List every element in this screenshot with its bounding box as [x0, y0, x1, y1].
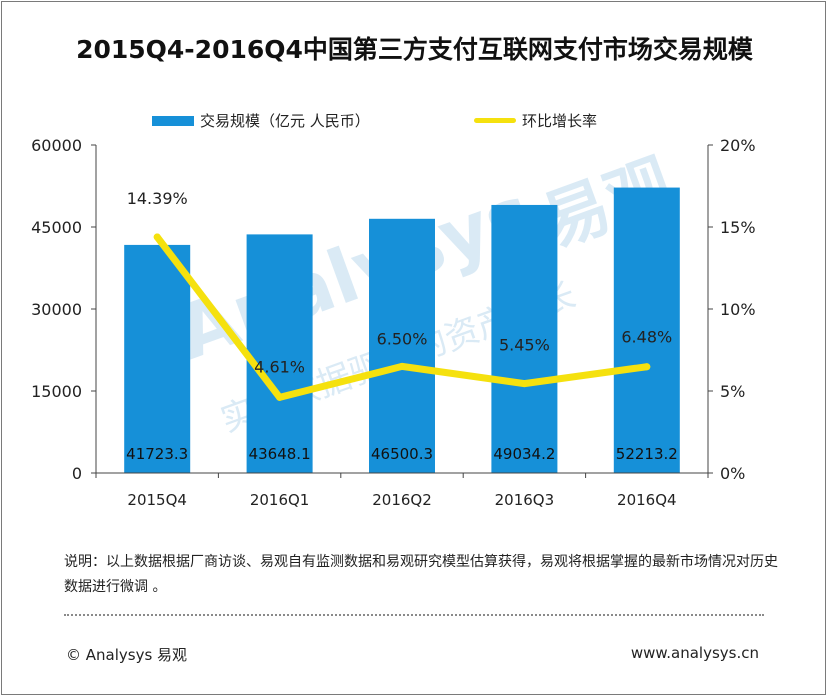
growth-rate-label: 6.50%	[377, 329, 428, 348]
legend-label-line: 环比增长率	[522, 112, 598, 130]
legend-item-bar: 交易规模（亿元 人民币）	[152, 110, 370, 131]
growth-rate-point	[276, 393, 284, 401]
chart-note: 说明：以上数据根据厂商访谈、易观自有监测数据和易观研究模型估算获得，易观将根据掌…	[64, 554, 778, 595]
bar-2016q1	[246, 234, 313, 473]
y-left-tick-label: 0	[72, 464, 82, 483]
y-right-tick-label: 10%	[720, 300, 756, 319]
dotted-divider	[64, 614, 764, 616]
x-tick-label: 2016Q1	[250, 491, 310, 509]
bar-value-label: 49034.2	[493, 445, 555, 463]
chart-legend: 交易规模（亿元 人民币） 环比增长率	[0, 110, 829, 132]
growth-rate-label: 5.45%	[499, 336, 550, 355]
bar-value-label: 43648.1	[249, 445, 311, 463]
bar-2015q4	[124, 244, 191, 473]
y-left-tick-label: 45000	[31, 218, 82, 237]
y-right-tick-label: 15%	[720, 218, 756, 237]
x-tick-label: 2015Q4	[127, 491, 187, 509]
legend-swatch-line	[474, 118, 516, 123]
bar-value-label: 41723.3	[126, 445, 188, 463]
legend-swatch-bar	[152, 115, 194, 126]
growth-rate-label: 14.39%	[127, 189, 188, 208]
x-tick-label: 2016Q4	[617, 491, 677, 509]
growth-rate-point	[153, 233, 161, 241]
footer-website: www.analysys.cn	[630, 644, 759, 662]
y-right-tick-label: 0%	[720, 464, 745, 483]
bar-2016q4	[613, 187, 680, 473]
x-tick-label: 2016Q2	[372, 491, 432, 509]
y-left-tick-label: 60000	[31, 136, 82, 155]
y-right-tick-label: 5%	[720, 382, 745, 401]
growth-rate-label: 4.61%	[254, 357, 305, 376]
y-left-tick-label: 30000	[31, 300, 82, 319]
bar-value-label: 52213.2	[616, 445, 678, 463]
bar-2016q2	[369, 218, 435, 473]
y-left-tick-label: 15000	[31, 382, 82, 401]
chart-title: 2015Q4-2016Q4中国第三方支付互联网支付市场交易规模	[76, 35, 753, 64]
growth-rate-point	[520, 380, 528, 388]
bar-value-label: 46500.3	[371, 445, 433, 463]
legend-label-bar: 交易规模（亿元 人民币）	[200, 112, 370, 130]
legend-item-line: 环比增长率	[474, 110, 597, 131]
footer-copyright: © Analysys 易观	[66, 646, 188, 664]
growth-rate-point	[398, 362, 406, 370]
x-tick-label: 2016Q3	[495, 491, 555, 509]
growth-rate-label: 6.48%	[621, 328, 672, 347]
growth-rate-point	[643, 363, 651, 371]
bar-2016q3	[491, 204, 558, 473]
y-right-tick-label: 20%	[720, 136, 756, 155]
